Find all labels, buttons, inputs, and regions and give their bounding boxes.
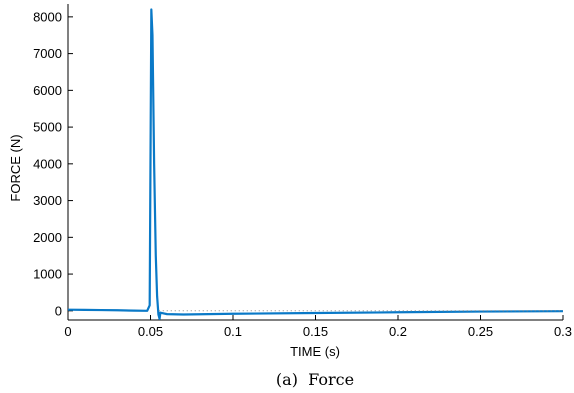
x-tick-label: 0.05 [138,324,163,339]
y-tick-label: 3000 [33,193,62,208]
figure-caption: (a) Force [276,370,354,389]
y-tick-label: 6000 [33,83,62,98]
x-tick-label: 0.1 [224,324,242,339]
x-tick-label: 0.2 [389,324,407,339]
x-tick-label: 0.3 [554,324,572,339]
y-tick-label: 1000 [33,267,62,282]
y-tick-label: 8000 [33,9,62,24]
x-tick-label: 0.15 [303,324,328,339]
y-tick-label: 7000 [33,46,62,61]
x-tick-label: 0 [64,324,71,339]
y-tick-label: 4000 [33,156,62,171]
y-axis-label: FORCE (N) [8,134,23,201]
y-tick-label: 5000 [33,120,62,135]
x-tick-label: 0.25 [468,324,493,339]
x-axis-label: TIME (s) [290,344,340,359]
series-layer [67,8,564,320]
y-tick-label: 2000 [33,230,62,245]
y-tick-label: 0 [55,303,62,318]
force-series-line [67,8,564,320]
ticks: 0 0.05 0.1 0.15 0.2 0.25 0.3 0 1000 2000 3000 4000 5… [33,9,572,339]
axes [67,4,563,321]
